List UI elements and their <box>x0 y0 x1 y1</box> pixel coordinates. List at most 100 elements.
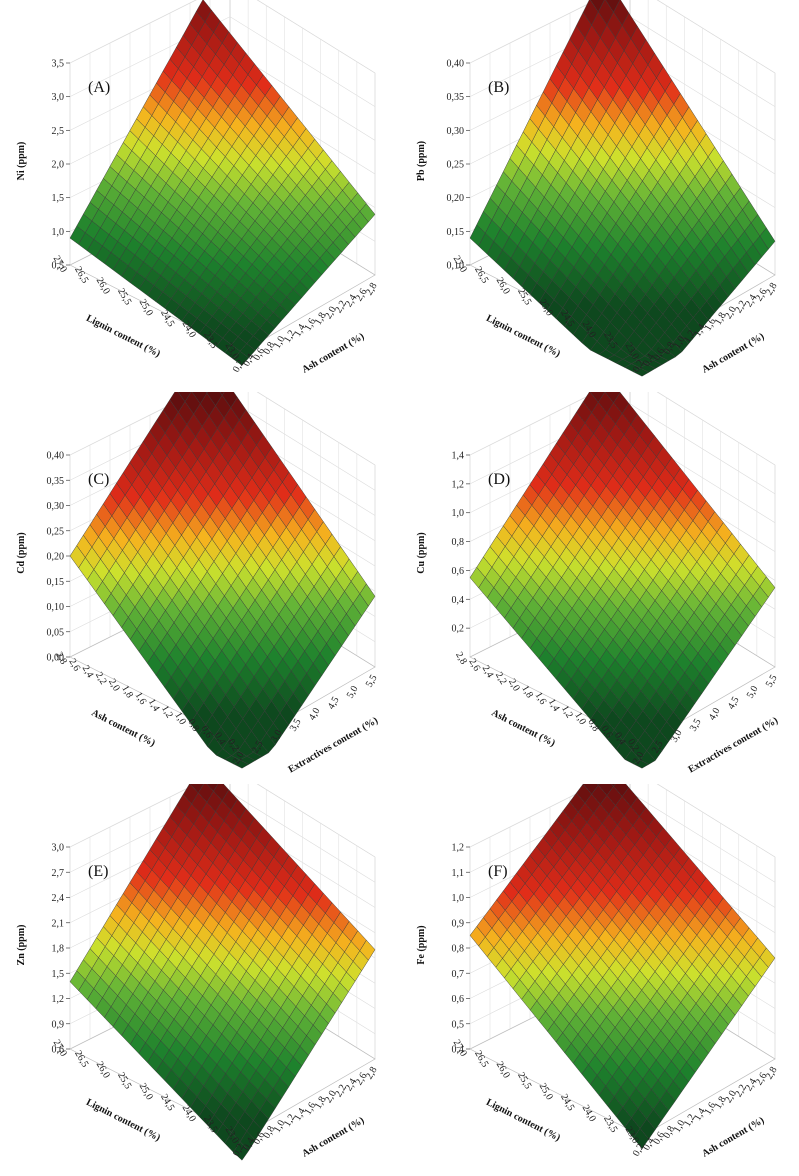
z-tick-label: 0,40 <box>47 451 65 462</box>
surface-plot-a-svg: 0,51,01,52,02,53,03,5Ni (ppm)23,023,524,… <box>16 0 380 376</box>
right-axis-tick-label: 1,2 <box>682 328 698 344</box>
left-axis-tick-label: 25,0 <box>137 1081 155 1102</box>
surface-plot-f-svg: 0,40,50,60,70,80,91,01,11,2Fe (ppm)23,02… <box>416 784 780 1160</box>
right-axis-tick-label: 5,0 <box>745 684 761 700</box>
z-tick-label: 0,9 <box>52 1019 65 1030</box>
surface-cell <box>233 1141 249 1161</box>
z-tick-label: 0,4 <box>452 1045 465 1056</box>
right-axis-tick-label: 1,0 <box>672 334 688 350</box>
right-axis-tick-label: 1,6 <box>302 1101 318 1117</box>
left-axis-tick-label: 2,0 <box>506 677 522 693</box>
right-axis-tick-label: 4,5 <box>726 695 742 711</box>
z-tick-label: 0,2 <box>452 624 465 635</box>
z-tick-label: 1,0 <box>452 508 465 519</box>
right-axis-tick-label: 0,4 <box>641 352 657 368</box>
left-axis-title: Lignin content (%) <box>84 313 162 360</box>
right-axis-tick-label: 3,0 <box>669 728 685 744</box>
right-axis-tick-label: 2,2 <box>333 299 349 315</box>
right-axis-tick-label: 5,5 <box>764 673 780 689</box>
right-axis-tick-label: 0,6 <box>251 1130 267 1146</box>
surface-mesh <box>469 784 776 1149</box>
left-axis-tick-label: 24,5 <box>558 1092 576 1113</box>
surface-cell <box>632 759 650 769</box>
z-axis-title: Fe (ppm) <box>416 925 427 964</box>
left-axis-tick-label: 1,8 <box>119 684 135 700</box>
right-axis-tick-label: 1,8 <box>313 1095 329 1111</box>
left-axis-tick-label: 24,0 <box>580 1103 598 1124</box>
z-tick-label: 2,1 <box>52 918 65 929</box>
right-axis-tick-label: 1,0 <box>272 334 288 350</box>
left-axis-tick-label: 0,2 <box>225 737 241 753</box>
z-tick-label: 0,20 <box>47 552 65 563</box>
right-axis-tick-label: 2,0 <box>231 750 247 766</box>
right-axis-title: Ash content (%) <box>700 331 766 376</box>
z-axis-title: Pb (ppm) <box>416 141 427 181</box>
surface-cell <box>611 784 616 787</box>
surface-mesh <box>69 0 376 366</box>
left-axis-tick-label: 25,5 <box>115 286 133 307</box>
left-axis-tick-label: 2,0 <box>106 677 122 693</box>
left-axis-tick-label: 1,6 <box>133 690 149 706</box>
surface-mesh <box>69 392 376 769</box>
left-axis-tick-label: 0,6 <box>599 724 615 740</box>
left-axis-tick-label: 26,0 <box>494 276 512 297</box>
z-tick-label: 0,6 <box>452 994 465 1005</box>
right-axis-tick-label: 0,2 <box>631 358 647 374</box>
right-axis-tick-label: 1,6 <box>302 317 318 333</box>
left-axis-tick-label: 2,2 <box>93 670 109 686</box>
right-axis-tick-label: 2,5 <box>250 739 266 755</box>
right-axis-tick-label: 1,8 <box>313 311 329 327</box>
right-axis-tick-label: 1,0 <box>672 1118 688 1134</box>
right-axis-tick-label: 2,8 <box>364 281 380 297</box>
z-tick-label: 0,5 <box>52 261 65 272</box>
left-axis-tick-label: 2,8 <box>53 650 69 666</box>
left-axis-tick-label: 0,8 <box>185 717 201 733</box>
surface-cell <box>633 1128 649 1149</box>
z-tick-label: 0,15 <box>447 227 465 238</box>
surface-plot-d: 0,2 0,4 0,6 0,8 1,0 1,2 1,4 Cu (ppm) 0,2 0,4 0,6 0,… <box>400 392 799 784</box>
left-axis-tick-label: 1,4 <box>146 697 162 713</box>
panel-label: (F) <box>488 863 508 880</box>
surface-mesh <box>69 784 376 1161</box>
z-tick-label: 1,2 <box>452 479 465 490</box>
right-axis-tick-label: 3,5 <box>688 717 704 733</box>
left-axis-tick-label: 1,2 <box>159 704 175 720</box>
right-axis-tick-label: 2,2 <box>733 299 749 315</box>
right-axis-tick-label: 1,0 <box>272 1118 288 1134</box>
right-axis-tick-label: 0,8 <box>662 340 678 356</box>
z-gridline <box>69 392 376 466</box>
right-axis-tick-label: 0,4 <box>241 352 257 368</box>
surface-plot-a: 0,5 1,0 1,5 2,0 2,5 3,0 3,5 Ni (ppm) 23,0 23,5 24,… <box>0 0 399 392</box>
z-tick-label: 0,05 <box>47 627 65 638</box>
right-axis-tick-label: 0,2 <box>631 1142 647 1158</box>
left-axis-tick-label: 25,5 <box>515 1070 533 1091</box>
right-axis-tick-label: 2,6 <box>354 287 370 303</box>
left-axis-tick-label: 25,0 <box>537 1081 555 1102</box>
z-tick-label: 1,0 <box>452 893 465 904</box>
z-tick-label: 0,30 <box>447 126 465 137</box>
z-tick-label: 0,25 <box>447 160 465 171</box>
right-axis-tick-label: 2,4 <box>343 1077 359 1093</box>
right-axis-tick-label: 0,2 <box>231 358 247 374</box>
right-axis-tick-label: 2,8 <box>764 281 780 297</box>
right-axis-tick-label: 2,6 <box>354 1071 370 1087</box>
z-gridline <box>69 784 376 858</box>
right-axis-tick-label: 3,0 <box>269 728 285 744</box>
surface-mesh <box>469 0 776 377</box>
right-axis-tick-label: 2,4 <box>343 293 359 309</box>
right-axis-tick-label: 5,0 <box>345 684 361 700</box>
right-axis-title: Ash content (%) <box>300 331 366 376</box>
right-axis-tick-label: 2,0 <box>723 305 739 321</box>
left-axis-tick-label: 0,8 <box>585 717 601 733</box>
right-axis-tick-label: 0,6 <box>651 1130 667 1146</box>
right-axis-tick-label: 4,0 <box>307 706 323 722</box>
panel-label: (E) <box>88 863 108 880</box>
z-tick-label: 1,2 <box>52 994 65 1005</box>
z-tick-label: 0,25 <box>47 526 65 537</box>
right-axis-tick-label: 2,6 <box>754 1071 770 1087</box>
right-axis-tick-label: 1,6 <box>702 1101 718 1117</box>
z-tick-label: 0,8 <box>452 944 465 955</box>
panel-label: (D) <box>488 471 510 488</box>
left-axis-title: Lignin content (%) <box>484 1097 562 1144</box>
